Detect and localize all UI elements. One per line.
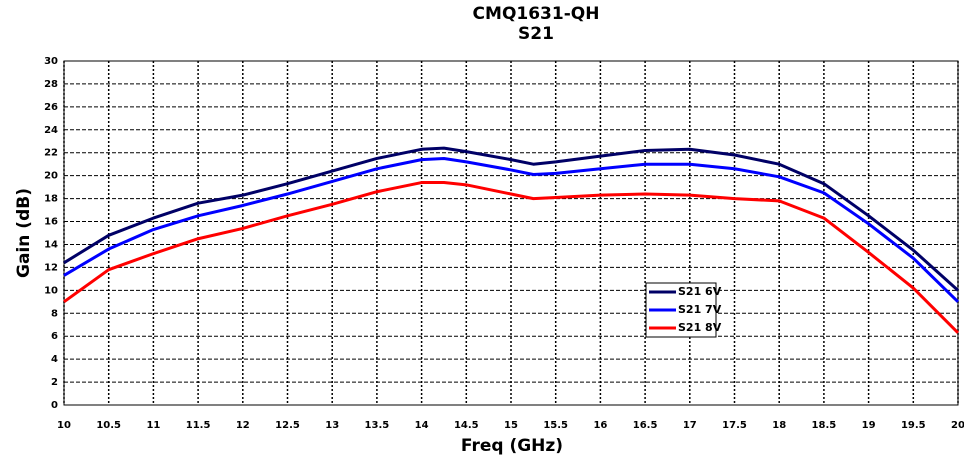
x-tick-label: 14 bbox=[415, 420, 429, 431]
plot-frame bbox=[63, 60, 959, 406]
legend-label: S21 6V bbox=[678, 285, 722, 298]
x-tick-label: 15.5 bbox=[543, 420, 568, 431]
x-tick-label: 18.5 bbox=[812, 420, 837, 431]
x-tick-label: 13 bbox=[325, 420, 339, 431]
x-tick-label: 10 bbox=[57, 420, 71, 431]
y-tick-label: 30 bbox=[44, 56, 58, 67]
y-tick-label: 0 bbox=[51, 400, 58, 411]
x-tick-label: 18 bbox=[772, 420, 786, 431]
legend-label: S21 7V bbox=[678, 303, 722, 316]
y-tick-label: 14 bbox=[44, 239, 58, 250]
x-tick-label: 16.5 bbox=[633, 420, 658, 431]
y-tick-label: 4 bbox=[51, 354, 58, 365]
x-tick-label: 16 bbox=[593, 420, 607, 431]
x-tick-label: 13.5 bbox=[365, 420, 390, 431]
x-tick-label: 11 bbox=[146, 420, 160, 431]
data-line bbox=[63, 156, 960, 303]
data-line bbox=[63, 181, 960, 334]
y-tick-label: 10 bbox=[44, 285, 58, 296]
x-tick-label: 17 bbox=[683, 420, 697, 431]
y-tick-label: 2 bbox=[51, 377, 58, 388]
y-tick-label: 28 bbox=[44, 79, 58, 90]
y-tick-label: 18 bbox=[44, 194, 58, 205]
y-tick-label: 24 bbox=[44, 125, 58, 136]
y-axis-label: Gain (dB) bbox=[14, 188, 34, 278]
legend-label: S21 8V bbox=[678, 321, 722, 334]
x-axis-label: Freq (GHz) bbox=[461, 436, 563, 456]
y-tick-label: 26 bbox=[44, 102, 58, 113]
x-tick-label: 10.5 bbox=[96, 420, 121, 431]
y-tick-label: 16 bbox=[44, 217, 58, 228]
y-tick-label: 8 bbox=[51, 308, 58, 319]
x-tick-label: 19 bbox=[862, 420, 876, 431]
data-line bbox=[63, 146, 960, 292]
x-tick-label: 11.5 bbox=[186, 420, 211, 431]
x-tick-label: 15 bbox=[504, 420, 518, 431]
chart-title: CMQ1631-QH bbox=[473, 4, 600, 24]
x-tick-label: 17.5 bbox=[722, 420, 747, 431]
chart-subtitle: S21 bbox=[518, 24, 554, 44]
y-tick-label: 22 bbox=[44, 148, 58, 159]
x-tick-label: 20 bbox=[951, 420, 964, 431]
x-tick-label: 12.5 bbox=[275, 420, 300, 431]
x-tick-label: 19.5 bbox=[901, 420, 926, 431]
x-tick-label: 12 bbox=[236, 420, 250, 431]
y-tick-label: 20 bbox=[44, 171, 58, 182]
x-tick-label: 14.5 bbox=[454, 420, 479, 431]
y-tick-label: 6 bbox=[51, 331, 58, 342]
y-tick-label: 12 bbox=[44, 262, 58, 273]
